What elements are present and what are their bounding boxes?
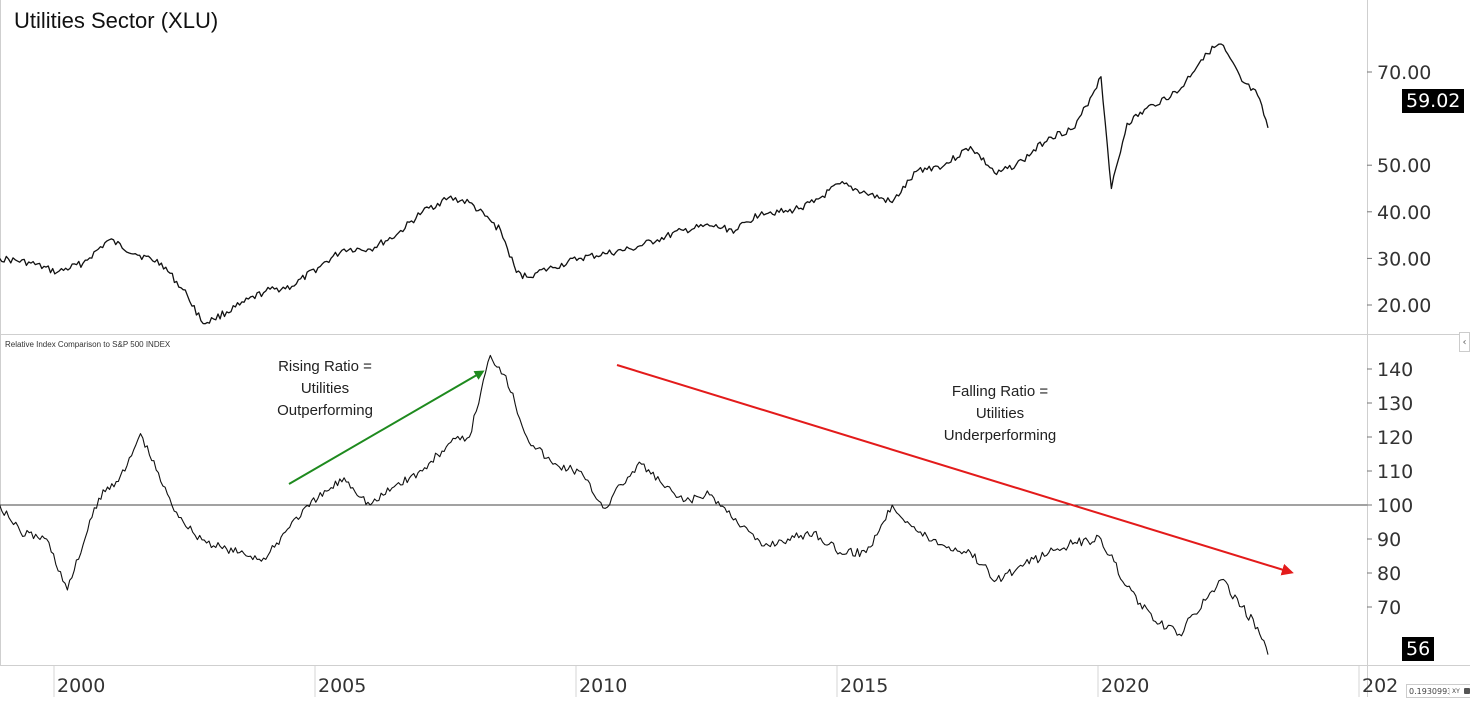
coordinate-value: 0.1930993 bbox=[1409, 686, 1449, 696]
svg-text:120: 120 bbox=[1377, 427, 1413, 449]
svg-text:2020: 2020 bbox=[1101, 675, 1149, 697]
falling-annotation-line-2: Utilities bbox=[975, 405, 1025, 422]
svg-text:100: 100 bbox=[1377, 495, 1413, 517]
svg-text:2005: 2005 bbox=[318, 675, 366, 697]
falling-annotation-line-1: Falling Ratio = bbox=[951, 383, 1049, 400]
price-series-line bbox=[0, 43, 1269, 325]
svg-text:80: 80 bbox=[1377, 563, 1401, 585]
svg-text:202: 202 bbox=[1362, 675, 1398, 697]
collapse-panel-button[interactable]: ‹ bbox=[1459, 332, 1470, 352]
svg-text:40.00: 40.00 bbox=[1377, 202, 1431, 224]
svg-text:2015: 2015 bbox=[840, 675, 888, 697]
falling-trend-arrow bbox=[616, 364, 1294, 576]
xy-mode-toggle[interactable]: XY bbox=[1449, 687, 1462, 695]
svg-text:50.00: 50.00 bbox=[1377, 155, 1431, 177]
svg-text:70: 70 bbox=[1377, 597, 1401, 619]
coordinate-readout[interactable]: 0.1930993 XY bbox=[1406, 684, 1470, 698]
rising-annotation-line-3: Outperforming bbox=[277, 402, 373, 419]
rising-annotation-line-2: Utilities bbox=[300, 380, 350, 397]
lower-panel-subtitle: Relative Index Comparison to S&P 500 IND… bbox=[5, 340, 171, 349]
lock-icon[interactable] bbox=[1463, 688, 1470, 694]
rising-trend-arrow bbox=[288, 370, 485, 485]
svg-text:140: 140 bbox=[1377, 359, 1413, 381]
svg-text:20.00: 20.00 bbox=[1377, 295, 1431, 317]
ratio-y-axis[interactable]: 70 80 90 100 110 120 130 140 bbox=[1367, 359, 1413, 619]
rising-annotation: Rising Ratio = Utilities Outperforming bbox=[250, 356, 400, 422]
svg-text:110: 110 bbox=[1377, 461, 1413, 483]
falling-annotation-line-3: Underperforming bbox=[943, 427, 1057, 444]
chart-title: Utilities Sector (XLU) bbox=[14, 8, 219, 33]
price-y-axis[interactable]: 20.00 30.00 40.00 50.00 70.00 bbox=[1367, 62, 1431, 317]
falling-annotation: Falling Ratio = Utilities Underperformin… bbox=[920, 381, 1080, 447]
svg-text:2000: 2000 bbox=[57, 675, 105, 697]
svg-text:2010: 2010 bbox=[579, 675, 627, 697]
svg-text:90: 90 bbox=[1377, 529, 1401, 551]
last-ratio-tag: 56 bbox=[1402, 637, 1435, 661]
chevron-left-icon: ‹ bbox=[1462, 336, 1467, 348]
svg-text:130: 130 bbox=[1377, 393, 1413, 415]
rising-annotation-line-1: Rising Ratio = bbox=[278, 358, 372, 375]
svg-text:70.00: 70.00 bbox=[1377, 62, 1431, 84]
svg-text:30.00: 30.00 bbox=[1377, 248, 1431, 270]
last-price-tag: 59.02 bbox=[1402, 89, 1465, 113]
time-x-axis[interactable]: 2000 2005 2010 2015 2020 202 bbox=[53, 666, 1398, 697]
ratio-series-line bbox=[0, 354, 1269, 655]
